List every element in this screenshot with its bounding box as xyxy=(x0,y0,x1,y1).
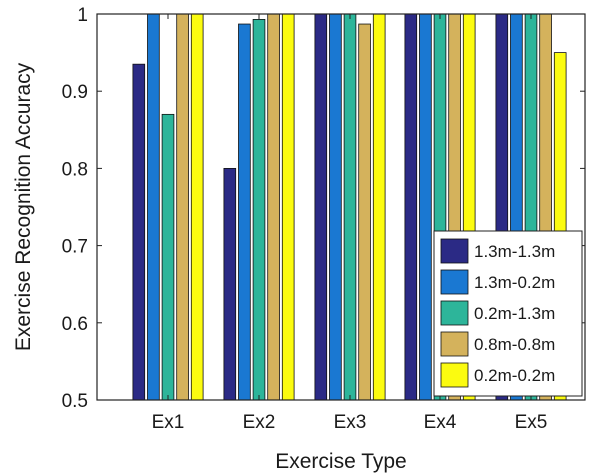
x-tick-label: Ex4 xyxy=(424,412,457,433)
y-tick-label: 0.6 xyxy=(62,314,88,335)
y-tick-label: 0.9 xyxy=(62,82,88,103)
x-axis-label: Exercise Type xyxy=(275,450,407,473)
legend-swatch xyxy=(440,269,469,295)
x-tick-label: Ex2 xyxy=(243,412,276,433)
bar-ex2-series-5 xyxy=(281,13,295,401)
legend-label: 0.2m-0.2m xyxy=(474,366,555,385)
y-tick-label: 0.8 xyxy=(62,159,88,180)
legend-swatch xyxy=(440,300,469,326)
y-tick-label: 0.7 xyxy=(62,237,88,258)
legend-swatch xyxy=(440,331,469,357)
legend-swatch xyxy=(440,362,469,388)
y-tick-label: 0.5 xyxy=(62,391,88,412)
bar-ex3-series-1 xyxy=(314,13,328,401)
legend-label: 0.2m-1.3m xyxy=(474,304,555,323)
bar-ex1-series-4 xyxy=(176,13,189,401)
legend-label: 0.8m-0.8m xyxy=(474,335,555,354)
bar-ex1-series-5 xyxy=(190,13,204,401)
labels-layer: 0.5 0.6 0.7 0.8 0.9 1 Ex1 Ex2 Ex3 Ex4 Ex5 xyxy=(62,5,548,433)
bar-ex2-series-1 xyxy=(223,167,237,401)
bar-ex2-series-2 xyxy=(238,23,251,401)
bar-ex1-series-1 xyxy=(132,63,146,401)
bar-ex3-series-5 xyxy=(372,13,386,401)
bar-ex2-series-4 xyxy=(267,13,280,401)
bar-ex2-series-3 xyxy=(252,19,266,401)
x-tick-label: Ex1 xyxy=(152,412,185,433)
bar-ex1-series-2 xyxy=(147,13,160,401)
legend-label: 1.3m-0.2m xyxy=(474,273,555,292)
legend-label: 1.3m-1.3m xyxy=(474,242,555,261)
y-axis-label: Exercise Recognition Accuracy xyxy=(12,62,35,351)
y-tick-label: 1 xyxy=(77,5,88,26)
legend: 1.3m-1.3m 1.3m-0.2m 0.2m-1.3m 0.8m-0.8m 0.2m… xyxy=(433,230,583,397)
bar-ex3-series-4 xyxy=(358,23,371,401)
x-tick-label: Ex3 xyxy=(334,412,367,433)
x-tick-label: Ex5 xyxy=(515,412,548,433)
bar-ex3-series-2 xyxy=(329,13,342,401)
bar-ex3-series-3 xyxy=(343,13,357,401)
bar-ex1-series-3 xyxy=(161,113,175,401)
bar-ex4-series-2 xyxy=(419,13,432,401)
legend-swatch xyxy=(440,238,469,264)
plot-frame xyxy=(96,13,586,401)
bar-ex4-series-1 xyxy=(404,13,418,401)
